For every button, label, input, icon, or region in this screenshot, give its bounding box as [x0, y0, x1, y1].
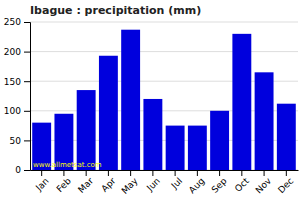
tick-label: 50	[10, 136, 22, 146]
bar	[188, 126, 207, 170]
tick-label: 250	[4, 17, 21, 27]
chart: 0 50 100 150 200 250 JanFebMarAprMayJun JulAugS…	[0, 0, 306, 200]
tick-label: Aug	[187, 176, 207, 196]
tick-label: Apr	[99, 176, 117, 194]
tick-mark	[24, 140, 30, 141]
tick-label: Feb	[55, 176, 74, 195]
tick-mark	[41, 170, 42, 176]
tick-mark	[24, 22, 30, 23]
tick-label: 100	[4, 106, 21, 116]
tick-mark	[63, 170, 64, 176]
bar	[277, 104, 296, 170]
y-tick: 250	[4, 17, 30, 27]
tick-label: Dec	[276, 176, 295, 195]
tick-label: 200	[4, 47, 21, 57]
tick-mark	[24, 111, 30, 112]
tick-label: Jan	[33, 176, 51, 194]
bar	[210, 111, 229, 170]
tick-mark	[175, 170, 176, 176]
y-axis: 0 50 100 150 200 250	[4, 17, 31, 175]
bar	[121, 30, 140, 170]
y-tick: 0	[15, 165, 30, 175]
x-tick: Mar	[76, 170, 95, 195]
tick-mark	[86, 170, 87, 176]
x-tick: May	[119, 170, 140, 196]
tick-label: Jun	[144, 176, 162, 194]
tick-label: May	[119, 175, 140, 196]
watermark: www.allmetsat.com	[33, 161, 102, 169]
title: Ibague : precipitation (mm)	[30, 4, 201, 17]
x-tick: Jun	[144, 170, 162, 194]
x-tick: Oct	[233, 170, 251, 194]
tick-mark	[108, 170, 109, 176]
bar	[99, 56, 118, 170]
grid-line	[30, 22, 298, 23]
tick-mark	[264, 170, 265, 176]
bar	[255, 72, 274, 170]
tick-label: Jul	[169, 176, 184, 191]
axis-line	[31, 170, 299, 171]
bar	[232, 34, 251, 170]
y-tick: 50	[10, 136, 30, 146]
x-axis: JanFebMarAprMayJun JulAugSepOctNovDec	[31, 170, 299, 196]
bar	[77, 90, 96, 170]
tick-label: 150	[4, 77, 21, 87]
bar	[143, 99, 162, 170]
tick-mark	[130, 170, 131, 176]
x-tick: Dec	[276, 170, 295, 195]
x-tick: Aug	[187, 170, 207, 195]
x-tick: Nov	[254, 170, 274, 195]
tick-mark	[286, 170, 287, 176]
tick-mark	[197, 170, 198, 176]
y-tick: 150	[4, 77, 30, 87]
plot: 0 50 100 150 200 250 JanFebMarAprMayJun JulAugS…	[4, 17, 299, 196]
tick-mark	[219, 170, 220, 176]
x-tick: Sep	[210, 170, 229, 195]
x-tick: Jan	[33, 170, 51, 193]
tick-mark	[152, 170, 153, 176]
tick-label: 0	[15, 165, 21, 175]
y-tick: 200	[4, 47, 30, 57]
tick-mark	[24, 81, 30, 82]
grid-line	[30, 51, 298, 52]
tick-label: Sep	[210, 176, 229, 195]
tick-label: Mar	[76, 176, 95, 195]
bars	[32, 30, 296, 170]
bar	[166, 126, 185, 170]
tick-mark	[24, 52, 30, 53]
tick-mark	[241, 170, 242, 176]
x-tick: Apr	[99, 170, 117, 194]
tick-mark	[24, 170, 30, 171]
grid	[30, 22, 298, 170]
y-tick: 100	[4, 106, 30, 116]
axis-line	[24, 23, 31, 171]
x-tick: Feb	[55, 170, 74, 194]
x-tick: Jul	[169, 170, 184, 191]
tick-label: Nov	[254, 175, 274, 195]
tick-label: Oct	[233, 175, 251, 193]
